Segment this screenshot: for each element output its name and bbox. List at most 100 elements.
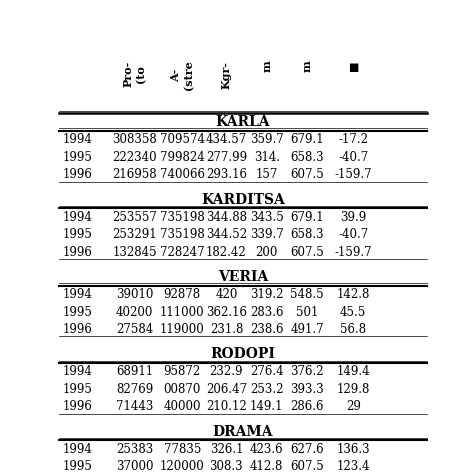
Text: 82769: 82769 xyxy=(116,383,153,396)
Text: 238.6: 238.6 xyxy=(250,323,283,336)
Text: 157: 157 xyxy=(255,168,278,181)
Text: 1995: 1995 xyxy=(63,151,93,164)
Text: 679.1: 679.1 xyxy=(291,133,324,146)
Text: 142.8: 142.8 xyxy=(337,288,370,301)
Text: 362.16: 362.16 xyxy=(206,306,247,319)
Text: 1995: 1995 xyxy=(63,383,93,396)
Text: 1996: 1996 xyxy=(63,168,93,181)
Text: 136.3: 136.3 xyxy=(337,443,370,456)
Text: 119000: 119000 xyxy=(160,323,205,336)
Text: KARDITSA: KARDITSA xyxy=(201,192,285,207)
Text: 735198: 735198 xyxy=(160,228,205,241)
Text: 679.1: 679.1 xyxy=(291,210,324,224)
Text: 149.4: 149.4 xyxy=(337,365,370,378)
Text: -40.7: -40.7 xyxy=(338,228,368,241)
Text: 95872: 95872 xyxy=(164,365,201,378)
Text: 434.57: 434.57 xyxy=(206,133,247,146)
Text: 25383: 25383 xyxy=(116,443,153,456)
Text: m: m xyxy=(261,61,272,72)
Text: 132845: 132845 xyxy=(112,246,157,259)
Text: -159.7: -159.7 xyxy=(334,168,372,181)
Text: 68911: 68911 xyxy=(116,365,153,378)
Text: 343.5: 343.5 xyxy=(250,210,283,224)
Text: 77835: 77835 xyxy=(164,443,201,456)
Text: 120000: 120000 xyxy=(160,460,205,473)
Text: 1996: 1996 xyxy=(63,246,93,259)
Text: 423.6: 423.6 xyxy=(250,443,283,456)
Text: 735198: 735198 xyxy=(160,210,205,224)
Text: -40.7: -40.7 xyxy=(338,151,368,164)
Text: 1994: 1994 xyxy=(63,443,93,456)
Text: ■: ■ xyxy=(347,61,359,71)
Text: 491.7: 491.7 xyxy=(291,323,324,336)
Text: 231.8: 231.8 xyxy=(210,323,243,336)
Text: VERIA: VERIA xyxy=(218,270,268,284)
Text: 740066: 740066 xyxy=(160,168,205,181)
Text: -159.7: -159.7 xyxy=(334,246,372,259)
Text: m: m xyxy=(302,61,313,72)
Text: 607.5: 607.5 xyxy=(291,168,324,181)
Text: 658.3: 658.3 xyxy=(291,151,324,164)
Text: 149.1: 149.1 xyxy=(250,401,283,413)
Text: 344.52: 344.52 xyxy=(206,228,247,241)
Text: 501: 501 xyxy=(296,306,319,319)
Text: 314.: 314. xyxy=(254,151,280,164)
Text: 29: 29 xyxy=(346,401,361,413)
Text: 123.4: 123.4 xyxy=(337,460,370,473)
Text: 27584: 27584 xyxy=(116,323,153,336)
Text: 1994: 1994 xyxy=(63,365,93,378)
Text: A-
(stre: A- (stre xyxy=(171,61,194,90)
Text: 253.2: 253.2 xyxy=(250,383,283,396)
Text: 253291: 253291 xyxy=(112,228,157,241)
Text: 420: 420 xyxy=(215,288,237,301)
Text: 376.2: 376.2 xyxy=(291,365,324,378)
Text: 548.5: 548.5 xyxy=(291,288,324,301)
Text: 308358: 308358 xyxy=(112,133,157,146)
Text: 607.5: 607.5 xyxy=(291,246,324,259)
Text: 344.88: 344.88 xyxy=(206,210,247,224)
Text: 607.5: 607.5 xyxy=(291,460,324,473)
Text: 210.12: 210.12 xyxy=(206,401,247,413)
Text: 40200: 40200 xyxy=(116,306,153,319)
Text: 1996: 1996 xyxy=(63,401,93,413)
Text: 200: 200 xyxy=(255,246,278,259)
Text: 206.47: 206.47 xyxy=(206,383,247,396)
Text: DRAMA: DRAMA xyxy=(213,425,273,439)
Text: 412.8: 412.8 xyxy=(250,460,283,473)
Text: 1995: 1995 xyxy=(63,228,93,241)
Text: 319.2: 319.2 xyxy=(250,288,283,301)
Text: 393.3: 393.3 xyxy=(291,383,324,396)
Text: 00870: 00870 xyxy=(164,383,201,396)
Text: 39010: 39010 xyxy=(116,288,153,301)
Text: 277.99: 277.99 xyxy=(206,151,247,164)
Text: 359.7: 359.7 xyxy=(250,133,283,146)
Text: 286.6: 286.6 xyxy=(291,401,324,413)
Text: 253557: 253557 xyxy=(112,210,157,224)
Text: KARLA: KARLA xyxy=(216,115,270,129)
Text: 92878: 92878 xyxy=(164,288,201,301)
Text: 1995: 1995 xyxy=(63,306,93,319)
Text: 627.6: 627.6 xyxy=(291,443,324,456)
Text: 1994: 1994 xyxy=(63,133,93,146)
Text: Kgr-: Kgr- xyxy=(221,61,232,89)
Text: 283.6: 283.6 xyxy=(250,306,283,319)
Text: 40000: 40000 xyxy=(164,401,201,413)
Text: -17.2: -17.2 xyxy=(338,133,368,146)
Text: 111000: 111000 xyxy=(160,306,205,319)
Text: 45.5: 45.5 xyxy=(340,306,366,319)
Text: Pro-
(to: Pro- (to xyxy=(123,61,146,87)
Text: 308.3: 308.3 xyxy=(210,460,243,473)
Text: 37000: 37000 xyxy=(116,460,153,473)
Text: 276.4: 276.4 xyxy=(250,365,283,378)
Text: 216958: 216958 xyxy=(112,168,157,181)
Text: 728247: 728247 xyxy=(160,246,205,259)
Text: 326.1: 326.1 xyxy=(210,443,243,456)
Text: 339.7: 339.7 xyxy=(250,228,283,241)
Text: 658.3: 658.3 xyxy=(291,228,324,241)
Text: 222340: 222340 xyxy=(112,151,157,164)
Text: RODOPI: RODOPI xyxy=(210,347,275,361)
Text: 709574: 709574 xyxy=(160,133,205,146)
Text: 39.9: 39.9 xyxy=(340,210,366,224)
Text: 1996: 1996 xyxy=(63,323,93,336)
Text: 1994: 1994 xyxy=(63,288,93,301)
